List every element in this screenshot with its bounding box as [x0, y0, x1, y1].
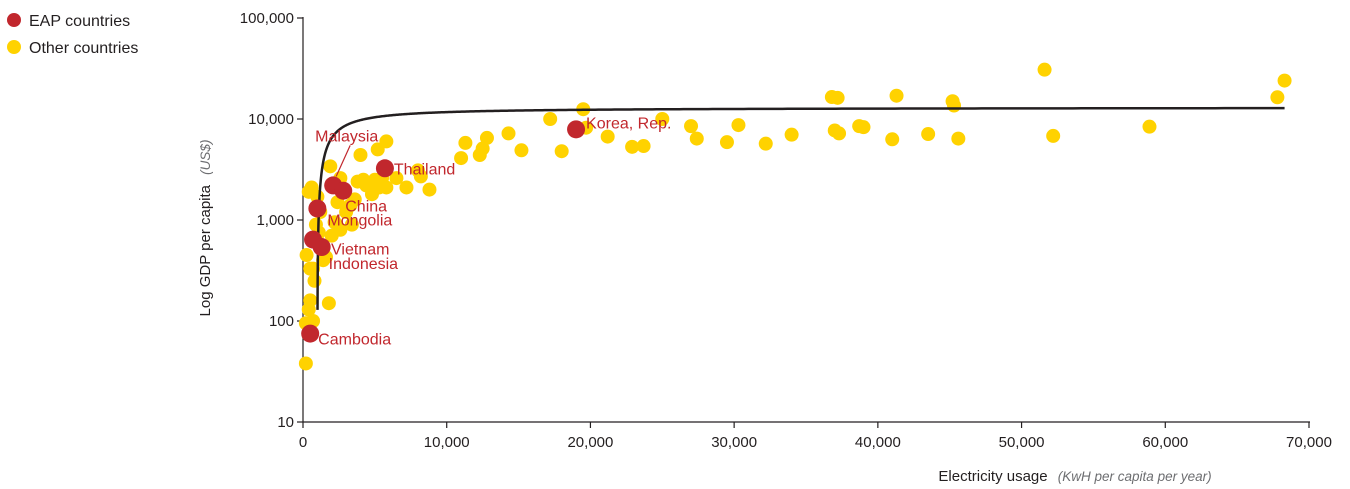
legend-label-other: Other countries [29, 40, 138, 57]
x-tick-label: 10,000 [424, 434, 470, 451]
y-tick-label: 100 [269, 313, 294, 330]
other-country-point [636, 139, 651, 154]
other-country-point [689, 131, 704, 146]
x-tick-label: 40,000 [855, 434, 901, 451]
y-tick-label: 100,000 [240, 10, 294, 27]
other-country-point [479, 130, 494, 145]
other-country-point [758, 136, 773, 151]
other-country-point [947, 98, 962, 113]
x-axis-label: Electricity usage [938, 468, 1047, 485]
eap-country-labels: Malaysia Korea, Rep. Thailand ChinaMongolia… [315, 115, 671, 348]
other-country-point [1270, 90, 1285, 105]
other-country-point [323, 159, 338, 174]
other-country-point [684, 119, 699, 134]
other-country-point [784, 127, 799, 142]
other-country-point [543, 112, 558, 126]
other-country-point [422, 182, 437, 197]
other-country-point [885, 132, 900, 147]
eap-countries-points [301, 120, 586, 343]
other-country-point [353, 148, 368, 163]
other-country-point [303, 293, 318, 308]
other-country-point [655, 112, 670, 126]
other-country-point [514, 143, 529, 158]
other-country-point [600, 129, 615, 144]
other-country-point [856, 120, 871, 135]
eap-country-point [308, 199, 327, 218]
other-country-point [333, 222, 348, 237]
eap-country-point [312, 238, 331, 257]
eap-country-label: Vietnam [331, 242, 389, 259]
x-tick-label: 0 [299, 434, 307, 451]
x-axis-title: Electricity usage (KwH per capita per ye… [938, 468, 1211, 485]
other-country-point [298, 356, 313, 371]
other-country-point [731, 118, 746, 133]
legend-swatch-other [7, 40, 21, 54]
x-tick-label: 60,000 [1142, 434, 1188, 451]
other-country-point [889, 88, 904, 103]
other-country-point [370, 142, 385, 157]
other-country-point [303, 261, 318, 276]
other-country-point [830, 90, 845, 105]
y-tick-label: 1,000 [256, 212, 294, 229]
trend-line [316, 106, 1285, 310]
eap-country-point [567, 120, 586, 139]
other-country-point [454, 151, 469, 166]
legend: EAP countries Other countries [7, 13, 138, 57]
other-country-point [299, 248, 314, 263]
eap-country-point [301, 324, 320, 343]
y-axis-unit: (US$) [198, 140, 213, 175]
eap-country-label: Korea, Rep. [586, 115, 671, 132]
axes [297, 17, 1310, 428]
eap-country-label: Cambodia [318, 332, 391, 349]
x-tick-label: 30,000 [711, 434, 757, 451]
other-country-point [344, 217, 359, 232]
eap-country-point [334, 181, 353, 200]
eap-country-label: Malaysia [315, 128, 378, 145]
legend-swatch-eap [7, 13, 21, 27]
other-country-point [501, 126, 516, 141]
other-country-point [458, 135, 473, 150]
y-axis-title: Log GDP per capita (US$) [197, 140, 214, 317]
other-country-point [719, 135, 734, 150]
eap-country-label: China [345, 199, 387, 216]
other-country-point [389, 171, 404, 186]
other-country-point [413, 169, 428, 184]
other-country-point [379, 180, 394, 195]
other-country-point [306, 314, 321, 328]
eap-country-label: Thailand [394, 161, 455, 178]
other-country-point [343, 198, 358, 213]
eap-country-label: Mongolia [327, 212, 392, 229]
other-country-point [475, 141, 490, 156]
y-tick-label: 10,000 [248, 111, 294, 128]
x-tick-label: 70,000 [1286, 434, 1332, 451]
other-country-point [554, 144, 569, 159]
other-country-point [921, 127, 936, 142]
legend-label-eap: EAP countries [29, 13, 130, 30]
x-tick-label: 50,000 [999, 434, 1045, 451]
tick-labels: 0 10,000 20,000 30,000 40,000 50,000 60,000 70,… [240, 10, 1332, 451]
y-tick-label: 10 [277, 414, 294, 431]
other-country-point [307, 273, 322, 288]
eap-country-label: Indonesia [329, 256, 398, 273]
eap-country-point [375, 159, 394, 178]
other-country-point [951, 131, 966, 146]
other-country-point [1142, 119, 1157, 134]
x-tick-label: 20,000 [567, 434, 613, 451]
other-country-point [832, 126, 847, 141]
other-country-point [1277, 73, 1292, 88]
x-axis-unit: (KwH per capita per year) [1058, 469, 1212, 484]
other-country-point [321, 296, 336, 311]
malaysia-leader-line [335, 145, 351, 177]
y-axis-label: Log GDP per capita [197, 184, 214, 316]
other-country-point [1046, 128, 1061, 143]
other-country-point [399, 180, 414, 195]
other-country-point [625, 139, 640, 154]
other-country-point [1037, 62, 1052, 77]
other-country-point [356, 172, 371, 187]
other-countries-points [298, 62, 1292, 371]
